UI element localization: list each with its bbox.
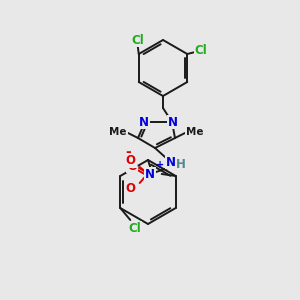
- Text: Me: Me: [186, 127, 204, 137]
- Text: Me: Me: [109, 127, 127, 137]
- Text: H: H: [176, 158, 186, 172]
- Text: N: N: [168, 116, 178, 128]
- Text: -: -: [126, 145, 131, 159]
- Text: +: +: [156, 160, 164, 170]
- Text: N: N: [139, 116, 149, 128]
- Text: Cl: Cl: [195, 44, 208, 58]
- Text: N: N: [145, 167, 155, 181]
- Text: N: N: [166, 155, 176, 169]
- Text: Cl: Cl: [131, 34, 144, 46]
- Text: O: O: [126, 154, 136, 167]
- Text: O: O: [126, 182, 136, 196]
- Text: O: O: [127, 160, 137, 172]
- Text: Cl: Cl: [128, 221, 141, 235]
